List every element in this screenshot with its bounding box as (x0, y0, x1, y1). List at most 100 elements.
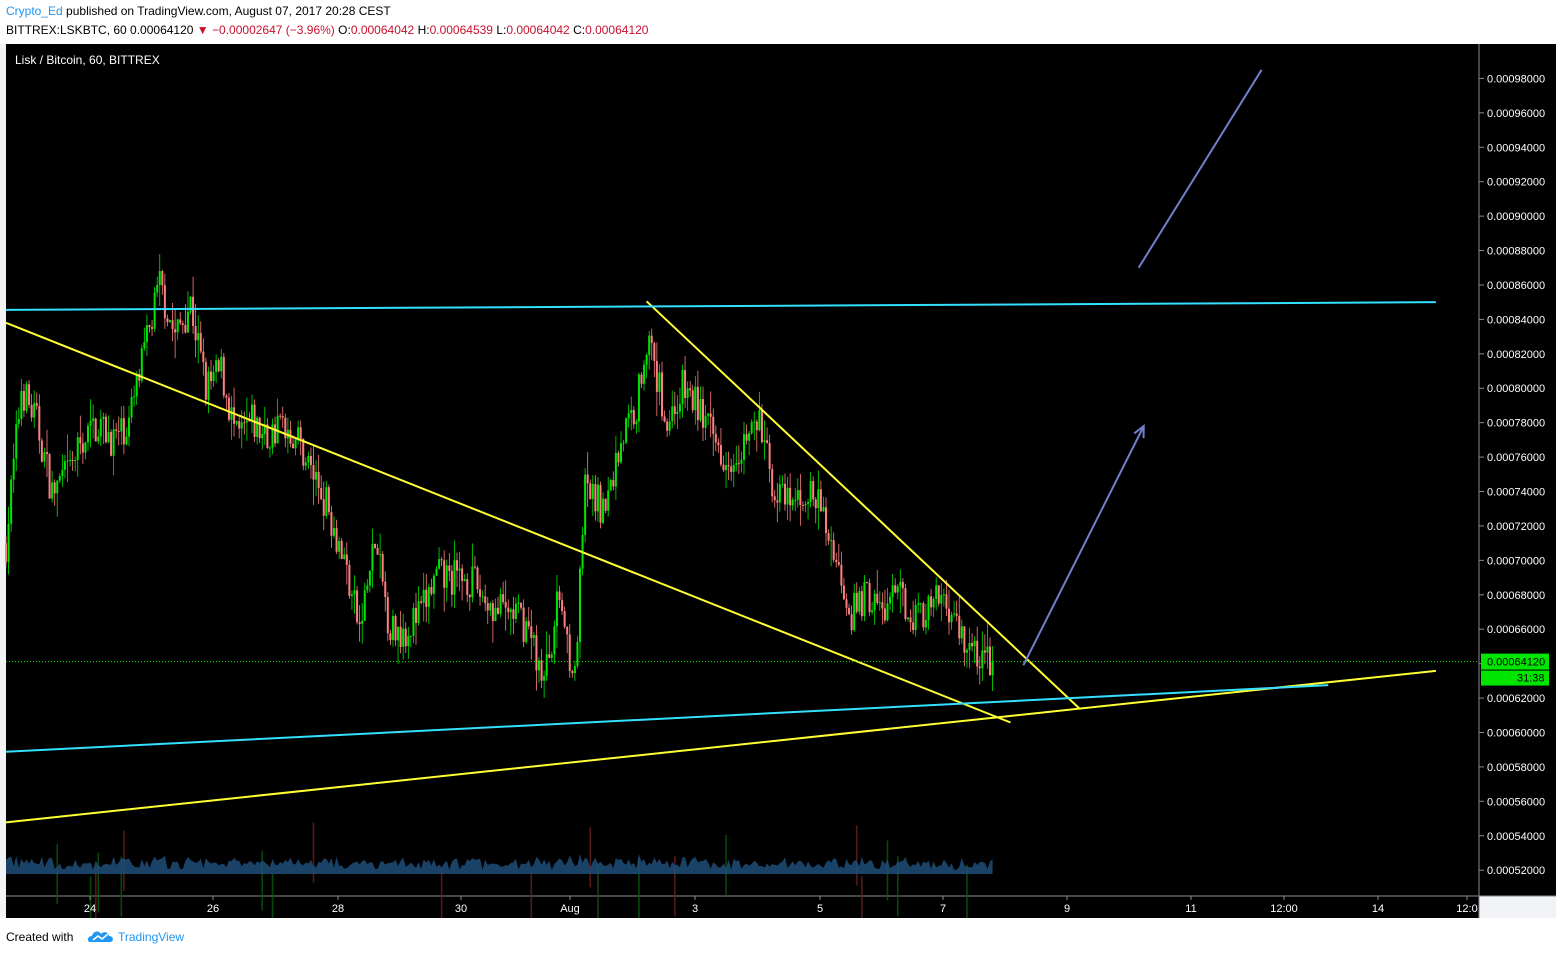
candle-body-320 (825, 507, 827, 534)
volume-bar-45 (120, 856, 123, 917)
time-tick-label-2: 28 (332, 903, 344, 915)
close-label: C: (573, 23, 586, 37)
candle-body-268 (691, 390, 694, 411)
candle-body-172 (445, 565, 448, 588)
candle-body-249 (643, 364, 646, 384)
open-label: O: (338, 23, 351, 37)
candle-body-178 (461, 568, 464, 582)
time-tick-label-12: 12:0 (1456, 903, 1477, 915)
candle-body-274 (707, 413, 710, 416)
candle-body-82 (215, 360, 218, 372)
chart-area[interactable]: 0.00052000 0.00054000 0.00056000 0.00058000… (0, 44, 1556, 937)
candle-body-121 (315, 471, 318, 480)
candle-body-84 (220, 356, 223, 372)
price-tick-label-10: 0.00072000 (1487, 521, 1545, 533)
candle-body-276 (712, 416, 715, 434)
candle-body-139 (361, 620, 364, 624)
time-tick-label-3: 30 (455, 903, 467, 915)
candle-body-369 (950, 614, 953, 623)
candle-body-100 (261, 433, 264, 439)
price-chart[interactable]: 0.00052000 0.00054000 0.00056000 0.00058000… (0, 44, 1556, 937)
candle-body-40 (107, 432, 110, 443)
volume-layer (6, 822, 993, 937)
candle-body-182 (471, 566, 474, 598)
candle-body-269 (694, 386, 697, 411)
candle-body-327 (842, 585, 845, 600)
candle-body-245 (632, 409, 635, 425)
low-label: L: (496, 23, 507, 37)
candle-body-315 (812, 481, 815, 500)
candle-body-367 (945, 594, 948, 609)
price-tick-label-18: 0.00088000 (1487, 246, 1545, 258)
publish-info: Crypto_Ed published on TradingView.com, … (6, 4, 391, 18)
candle-body-342 (881, 602, 884, 609)
price-tick-label-5: 0.00062000 (1487, 693, 1545, 705)
candle-body-328 (845, 599, 848, 608)
price-tick-label-23: 0.00098000 (1487, 73, 1545, 85)
candle-body-279 (719, 445, 722, 465)
candle-body-335 (863, 581, 866, 617)
time-tick-label-8: 9 (1064, 903, 1070, 915)
volume-bar-20 (56, 844, 59, 905)
candle-body-5 (17, 418, 20, 424)
candle-body-70 (184, 324, 187, 333)
candle-body-300 (773, 496, 776, 501)
candle-body-107 (279, 415, 282, 417)
candle-body-200 (517, 602, 520, 604)
candle-body-31 (84, 442, 87, 453)
candle-body-313 (807, 502, 810, 504)
candle-body-29 (79, 437, 82, 444)
candle-body-206 (532, 635, 535, 638)
candle-body-271 (699, 399, 702, 421)
chart-header: Crypto_Ed published on TradingView.com, … (0, 0, 1556, 44)
candle-body-181 (468, 594, 471, 598)
candle-body-186 (481, 596, 484, 598)
candle-body-304 (784, 483, 786, 505)
candle-body-214 (553, 626, 556, 655)
candle-body-195 (504, 602, 507, 608)
candle-body-375 (965, 649, 968, 653)
candle-body-203 (525, 621, 528, 642)
candle-body-43 (115, 429, 118, 431)
drawing-arrow-5 (1022, 425, 1145, 666)
candle-body-6 (20, 390, 23, 419)
time-axis-background[interactable] (6, 896, 1479, 918)
candle-body-133 (345, 554, 348, 565)
candle-body-305 (786, 487, 789, 505)
open-value: 0.00064042 (350, 23, 415, 37)
candle-body-34 (92, 418, 95, 421)
author-link[interactable]: Crypto_Ed (6, 4, 63, 18)
candle-body-42 (112, 429, 115, 456)
candle-body-246 (635, 421, 638, 425)
candle-body-267 (689, 388, 692, 391)
candle-body-101 (263, 424, 266, 434)
candle-body-273 (704, 415, 707, 428)
candle-body-247 (637, 374, 640, 422)
candle-body-52 (138, 373, 141, 381)
candle-body-60 (158, 271, 161, 285)
candle-body-17 (48, 454, 51, 499)
time-tick-label-0: 24 (84, 903, 96, 915)
candle-body-347 (894, 585, 897, 593)
candle-body-374 (963, 626, 966, 653)
price-axis-background[interactable] (1479, 44, 1556, 896)
candle-body-21 (58, 476, 61, 481)
candle-body-230 (594, 483, 597, 512)
candle-body-301 (776, 500, 779, 503)
candle-body-208 (538, 660, 540, 671)
candle-body-352 (907, 617, 909, 620)
price-tick-label-19: 0.00090000 (1487, 211, 1545, 223)
candle-body-243 (627, 413, 630, 419)
candle-body-241 (622, 442, 625, 444)
candle-body-326 (840, 564, 843, 586)
candle-body-33 (89, 420, 92, 426)
candle-body-280 (722, 464, 725, 471)
candle-body-51 (135, 373, 138, 397)
price-tick-label-13: 0.00078000 (1487, 418, 1545, 430)
candle-body-74 (194, 326, 197, 341)
candle-body-257 (663, 416, 666, 422)
tradingview-link[interactable]: TradingView (118, 930, 185, 944)
candle-body-373 (960, 626, 963, 639)
candle-body-332 (855, 592, 858, 612)
candle-body-89 (233, 407, 236, 424)
